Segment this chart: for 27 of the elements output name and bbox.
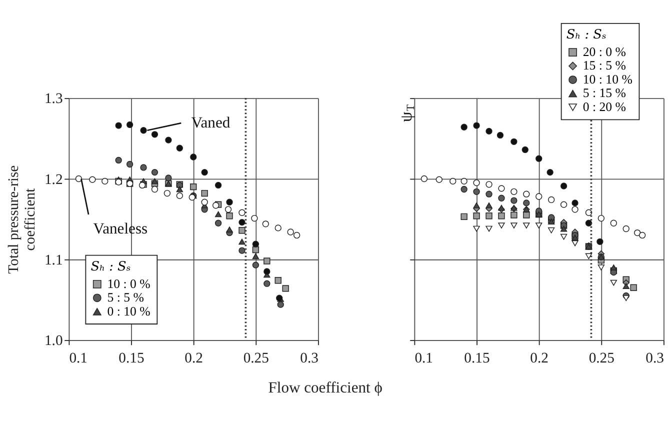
x-axis-title: Flow coefficient ϕ [268, 379, 382, 396]
y-tick-label: 1.3 [44, 91, 63, 108]
annotation: ψT [396, 104, 418, 122]
y-axis-title: Total pressure-rise coefficient [6, 165, 38, 274]
legend-label: 0 : 20 % [582, 100, 626, 114]
x-tick-label: 0.3 [646, 350, 664, 367]
x-tick-label: 0.15 [464, 350, 490, 367]
x-tick-label: 0.2 [530, 350, 548, 367]
legend-label: 15 : 5 % [582, 58, 626, 73]
legend-title: Sₕ : Sₛ [90, 259, 131, 274]
y-tick-label: 1.0 [44, 333, 63, 350]
legend-label: 10 : 0 % [107, 276, 151, 291]
legend-label: 5 : 15 % [582, 86, 626, 100]
x-tick-label: 0.25 [243, 350, 269, 367]
x-tick-label: 0.25 [588, 350, 614, 367]
legend-label: 0 : 10 % [107, 304, 151, 318]
x-tick-label: 0.3 [300, 350, 318, 367]
legend-label: 10 : 10 % [582, 72, 633, 86]
legend-label: 20 : 0 % [582, 44, 626, 59]
y-tick-label: 1.1 [44, 252, 63, 268]
x-tick-label: 0.2 [184, 350, 203, 367]
y-tick-label: 1.2 [44, 172, 63, 188]
x-tick-label: 0.1 [414, 350, 434, 367]
x-tick-label: 0.15 [118, 350, 144, 367]
legend-title: Sₕ : Sₛ [566, 28, 606, 43]
legend-label: 5 : 5 % [107, 290, 144, 305]
x-tick-label: 0.1 [69, 350, 88, 367]
